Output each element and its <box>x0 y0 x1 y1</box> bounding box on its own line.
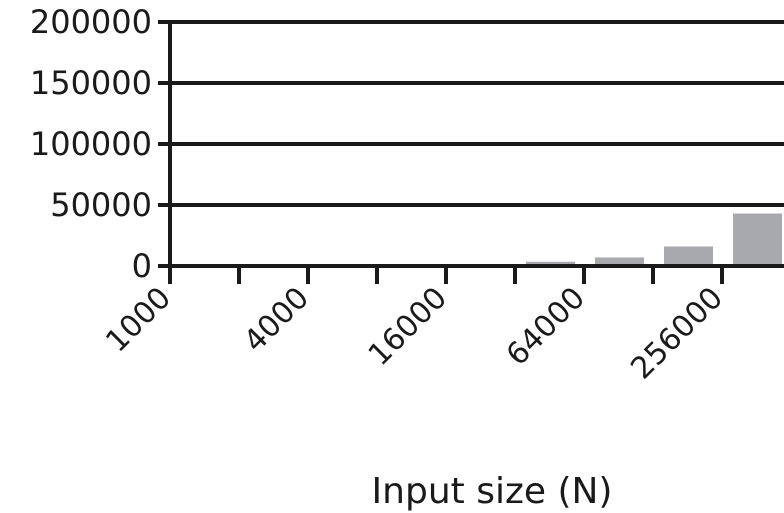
y-tick-label-50000: 50000 <box>50 186 152 224</box>
bar-32000 <box>526 261 575 266</box>
x-tick-label-256000: 256000 <box>624 281 730 387</box>
bars <box>457 213 782 266</box>
y-tick-label-100000: 100000 <box>30 125 152 163</box>
x-tick-label-64000: 64000 <box>500 281 592 373</box>
bar-64000 <box>595 257 644 266</box>
x-tick-label-16000: 16000 <box>362 281 454 373</box>
y-tick-label-0: 0 <box>132 247 152 285</box>
y-tick-label-200000: 200000 <box>30 3 152 41</box>
bar-256000 <box>733 213 782 266</box>
y-tick-labels: 0 50000 100000 150000 200000 <box>30 3 152 285</box>
x-axis-label: Input size (N) <box>372 471 613 512</box>
axes <box>158 20 784 284</box>
y-tick-label-150000: 150000 <box>30 64 152 102</box>
bar-128000 <box>664 246 713 266</box>
gridlines <box>158 20 784 207</box>
x-tick-labels: 1000 4000 16000 64000 256000 <box>99 281 730 387</box>
x-tick-label-1000: 1000 <box>99 281 178 360</box>
x-tick-label-4000: 4000 <box>237 281 316 360</box>
